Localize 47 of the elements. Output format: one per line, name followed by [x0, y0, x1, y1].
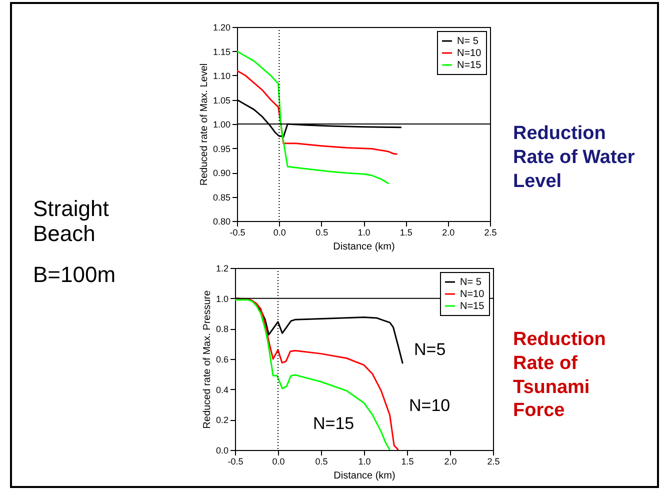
- annotation: N=10: [409, 396, 450, 416]
- x-tick-label: 2.5: [484, 228, 497, 238]
- x-tick-label: 1.0: [358, 456, 371, 466]
- y-axis-title: Reduced rate of Max. Level: [198, 63, 210, 186]
- legend-label: N= 5: [460, 277, 482, 288]
- x-tick-label: 1.0: [358, 228, 370, 238]
- y-tick-label: 0.90: [212, 168, 230, 178]
- y-tick-label: 0.80: [212, 216, 230, 226]
- y-tick-label: 0.2: [216, 415, 228, 426]
- y-tick-label: 0.6: [216, 354, 228, 364]
- y-tick-label: 1.0: [216, 294, 228, 304]
- y-tick-label: 0.85: [212, 192, 230, 202]
- x-tick-label: -0.5: [230, 228, 246, 238]
- y-tick-label: 0.4: [216, 384, 228, 395]
- x-tick-label: 2.0: [444, 456, 457, 466]
- annotation: N=15: [313, 414, 354, 434]
- x-tick-label: -0.5: [228, 456, 244, 466]
- y-axis-title: Reduced rate of Max. Pressure: [202, 290, 213, 429]
- x-tick-label: 0.5: [315, 456, 328, 466]
- legend-label: N=10: [457, 48, 482, 59]
- legend-label: N=15: [460, 301, 485, 312]
- y-tick-label: 1.2: [216, 264, 228, 274]
- y-tick-label: 1.05: [212, 95, 230, 106]
- y-tick-label: 1.00: [212, 120, 230, 130]
- x-tick-label: 1.5: [400, 228, 412, 238]
- legend-label: N=10: [460, 289, 485, 300]
- legend-label: N= 5: [457, 36, 479, 47]
- text: B=100m: [33, 262, 117, 288]
- y-tick-label: 1.20: [212, 22, 230, 32]
- x-axis-title: Distance (km): [333, 242, 395, 252]
- y-tick-label: 1.10: [212, 71, 230, 81]
- y-tick-label: 0.8: [216, 324, 228, 334]
- text: Reduction Rate of Water Level: [513, 122, 636, 194]
- x-tick-label: 0.5: [316, 228, 328, 238]
- legend-label: N=15: [457, 60, 482, 71]
- x-tick-label: 0.0: [272, 456, 285, 466]
- text: Reduction Rate of Tsunami Force: [513, 328, 607, 423]
- x-tick-label: 1.5: [401, 456, 414, 466]
- y-tick-label: 0.95: [212, 144, 230, 154]
- x-tick-label: 2.5: [487, 456, 500, 466]
- x-tick-label: 0.0: [273, 228, 286, 238]
- annotation: N=5: [414, 340, 446, 360]
- x-axis-title: Distance (km): [334, 470, 396, 482]
- y-tick-label: 0.0: [216, 446, 228, 456]
- x-tick-label: 2.0: [442, 228, 455, 238]
- text: Straight Beach: [33, 196, 110, 247]
- y-tick-label: 1.15: [212, 46, 230, 57]
